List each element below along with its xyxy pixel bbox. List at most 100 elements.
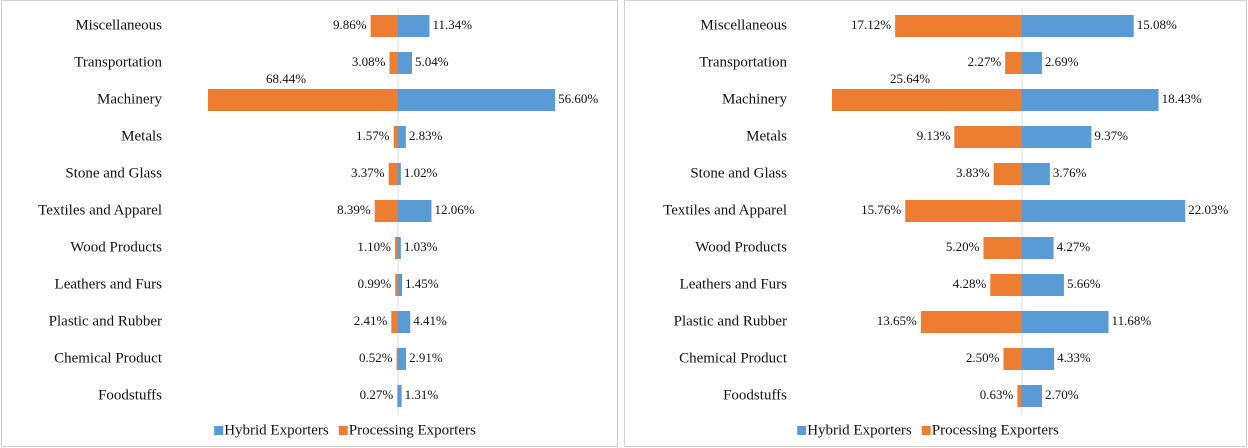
value-label: 1.31% [405,387,439,402]
value-label: 4.27% [1057,239,1091,254]
value-label: 3.76% [1053,165,1087,180]
value-label: 0.99% [358,276,392,291]
value-label: 12.06% [434,202,474,217]
value-label: 2.70% [1045,387,1079,402]
legend-label: Processing Exporters [932,422,1059,438]
category-label: Transportation [699,54,787,70]
bar [398,311,411,333]
category-label: Foodstuffs [98,387,162,403]
bar [398,200,432,222]
bar [370,15,398,37]
value-label: 13.65% [877,313,917,328]
bar [398,385,402,407]
category-label: Textiles and Apparel [38,202,162,218]
category-label: Miscellaneous [75,17,162,33]
bar [398,274,403,296]
bar [1003,348,1022,370]
category-label: Textiles and Apparel [663,202,787,218]
bar [1005,52,1022,74]
value-label: 1.57% [356,128,390,143]
bar [398,89,556,111]
value-label: 17.12% [851,17,891,32]
bar [398,348,407,370]
legend-label: Hybrid Exporters [807,422,912,438]
value-label: 4.28% [953,276,987,291]
value-label: 0.27% [360,387,394,402]
value-label: 5.66% [1067,276,1101,291]
bar [1022,89,1159,111]
bar [397,385,398,407]
bar [398,163,401,185]
value-label: 1.02% [404,165,438,180]
category-label: Plastic and Rubber [49,313,162,329]
value-label: 2.27% [968,54,1002,69]
value-label: 2.41% [354,313,388,328]
panel-border [1,0,618,447]
value-label: 22.03% [1188,202,1228,217]
value-label: 18.43% [1162,91,1202,106]
category-label: Plastic and Rubber [674,313,787,329]
bar [954,126,1022,148]
value-label: 4.41% [413,313,447,328]
bar [1022,126,1092,148]
bar [1022,200,1186,222]
bar [983,237,1022,259]
legend-swatch [921,426,931,435]
bar [1022,311,1109,333]
value-label: 25.64% [890,71,930,86]
bar [1022,163,1050,185]
value-label: 9.37% [1094,128,1128,143]
legend-label: Hybrid Exporters [224,422,329,438]
category-label: Wood Products [695,239,787,255]
bar [398,15,430,37]
value-label: 2.83% [409,128,443,143]
bar [395,274,398,296]
bar [1022,15,1134,37]
bar [388,163,398,185]
bar [990,274,1022,296]
value-label: 15.76% [861,202,901,217]
category-label: Stone and Glass [65,165,162,181]
panel-border [624,0,1247,447]
legend-label: Processing Exporters [349,422,476,438]
legend-swatch [338,426,348,435]
bar [391,311,398,333]
value-label: 5.20% [946,239,980,254]
bar [832,89,1022,111]
category-label: Chemical Product [54,350,163,366]
bar [1022,52,1042,74]
value-label: 3.37% [351,165,385,180]
value-label: 8.39% [337,202,371,217]
bar [396,348,398,370]
category-label: Metals [121,128,162,144]
category-label: Miscellaneous [700,17,787,33]
value-label: 11.34% [432,17,472,32]
value-label: 2.50% [966,350,1000,365]
category-label: Machinery [97,91,162,107]
category-label: Metals [746,128,787,144]
bar [920,311,1022,333]
category-label: Foodstuffs [723,387,787,403]
category-label: Transportation [74,54,162,70]
value-label: 1.45% [405,276,439,291]
value-label: 2.91% [409,350,443,365]
value-label: 1.10% [357,239,391,254]
category-label: Stone and Glass [690,165,787,181]
bar [1017,385,1022,407]
value-label: 15.08% [1137,17,1177,32]
value-label: 9.86% [333,17,367,32]
bar [389,52,398,74]
bar [393,126,398,148]
value-label: 0.52% [359,350,393,365]
bar [905,200,1022,222]
bar [398,52,412,74]
value-label: 3.08% [352,54,386,69]
value-label: 5.04% [415,54,449,69]
bar [398,237,401,259]
value-label: 4.33% [1057,350,1091,365]
bar [394,237,398,259]
category-label: Leathers and Furs [55,276,163,292]
bar [374,200,398,222]
category-label: Wood Products [70,239,162,255]
